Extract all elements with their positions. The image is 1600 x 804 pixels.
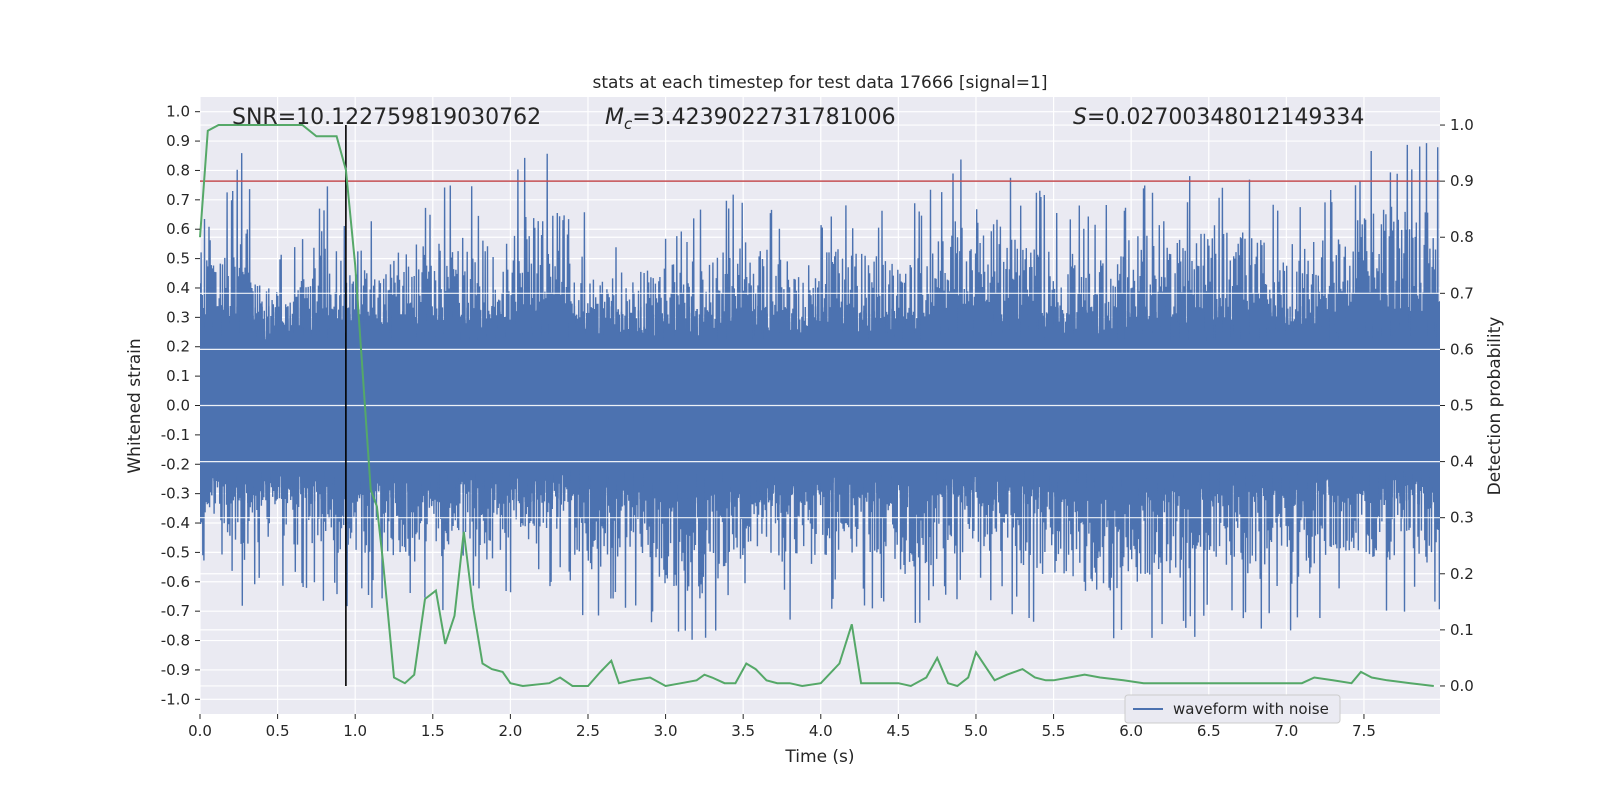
chirp-mass-value: =3.4239022731781006 [632, 105, 895, 130]
y-tick-label-right: 0.3 [1450, 509, 1474, 527]
y-tick-label-left: 0.5 [166, 250, 190, 268]
y-tick-label-left: -0.6 [161, 573, 190, 591]
y-tick-label-right: 0.4 [1450, 453, 1474, 471]
x-tick-label: 0.5 [266, 722, 290, 740]
y-tick-label-left: -0.8 [161, 632, 190, 650]
x-tick-label: 1.5 [421, 722, 445, 740]
y-tick-label-right: 0.8 [1450, 228, 1474, 246]
y-tick-label-left: 0.4 [166, 279, 190, 297]
y-tick-label-right: 1.0 [1450, 116, 1474, 134]
chart-title: stats at each timestep for test data 176… [593, 73, 1048, 93]
y-tick-label-left: 0.3 [166, 308, 190, 326]
x-tick-label: 2.5 [576, 722, 600, 740]
s-value: =0.02700348012149334 [1087, 105, 1364, 130]
snr-annotation: SNR=10.122759819030762 [232, 105, 541, 130]
s-annotation: S=0.02700348012149334 [1073, 105, 1364, 130]
x-tick-label: 5.5 [1042, 722, 1066, 740]
x-tick-label: 4.5 [886, 722, 910, 740]
chirp-mass-symbol: M [605, 105, 624, 130]
y-tick-label-right: 0.2 [1450, 565, 1474, 583]
y-tick-label-left: -0.2 [161, 455, 190, 473]
y-tick-label-right: 0.6 [1450, 340, 1474, 358]
y-tick-label-left: 1.0 [166, 103, 190, 121]
y-tick-label-right: 0.9 [1450, 172, 1474, 190]
y-tick-label-left: -0.1 [161, 426, 190, 444]
x-tick-label: 1.0 [343, 722, 367, 740]
y-tick-label-left: -0.9 [161, 661, 190, 679]
y-axis-label-left: Whitened strain [125, 338, 145, 473]
x-axis-label: Time (s) [784, 747, 854, 767]
y-tick-label-left: 0.9 [166, 132, 190, 150]
legend: waveform with noise [1125, 695, 1340, 723]
y-tick-label-left: -0.5 [161, 543, 190, 561]
x-tick-label: 5.0 [964, 722, 988, 740]
x-tick-label: 2.0 [498, 722, 522, 740]
x-tick-label: 3.5 [731, 722, 755, 740]
y-axis-label-right: Detection probability [1485, 317, 1505, 496]
x-tick-label: 6.5 [1197, 722, 1221, 740]
chirp-mass-annotation: Mc=3.4239022731781006 [605, 105, 896, 133]
y-tick-label-left: -0.3 [161, 485, 190, 503]
y-tick-label-left: -0.4 [161, 514, 190, 532]
y-tick-label-right: 0.1 [1450, 621, 1474, 639]
y-tick-label-left: 0.0 [166, 397, 190, 415]
x-tick-label: 0.0 [188, 722, 212, 740]
y-tick-label-left: -0.7 [161, 602, 190, 620]
x-tick-label: 7.5 [1352, 722, 1376, 740]
y-tick-label-left: 0.7 [166, 191, 190, 209]
x-tick-label: 4.0 [809, 722, 833, 740]
y-tick-label-right: 0.7 [1450, 284, 1474, 302]
x-tick-label: 3.0 [654, 722, 678, 740]
y-tick-label-left: -1.0 [161, 690, 190, 708]
legend-label: waveform with noise [1173, 700, 1329, 718]
y-tick-label-left: 0.2 [166, 338, 190, 356]
y-tick-label-left: 0.6 [166, 220, 190, 238]
y-tick-label-right: 0.0 [1450, 677, 1474, 695]
y-tick-label-left: 0.8 [166, 161, 190, 179]
x-tick-label: 6.0 [1119, 722, 1143, 740]
y-tick-label-left: 0.1 [166, 367, 190, 385]
x-tick-label: 7.0 [1274, 722, 1298, 740]
y-tick-label-right: 0.5 [1450, 397, 1474, 415]
s-symbol: S [1073, 105, 1087, 130]
